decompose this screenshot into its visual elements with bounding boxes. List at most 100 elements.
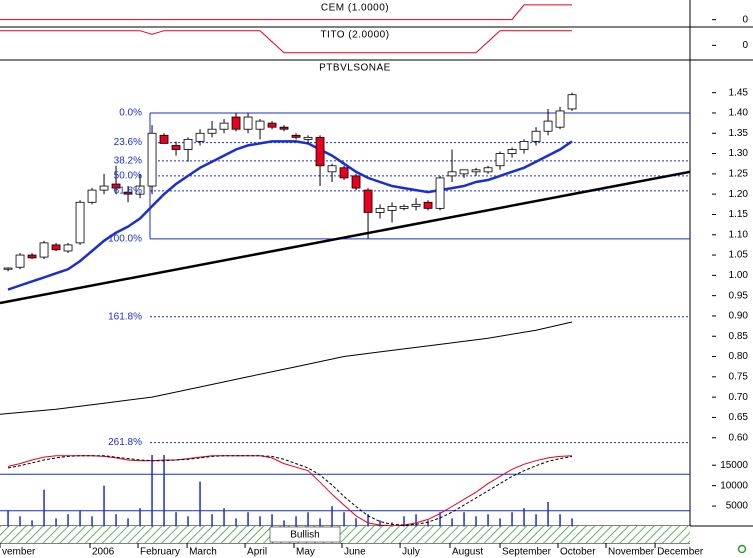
candle-body <box>423 201 433 209</box>
candle-body <box>483 167 493 173</box>
y-tick-label: 0.95 <box>729 290 749 301</box>
candle-body <box>195 132 205 142</box>
y-tick-label: 0.70 <box>729 392 749 403</box>
candle-body <box>387 205 397 211</box>
y-tick-label: 0.85 <box>729 331 749 342</box>
candle-body <box>27 254 37 259</box>
x-tick-label: vember <box>2 547 36 558</box>
candle-body <box>435 177 445 209</box>
candle-body <box>351 175 361 189</box>
panel <box>0 30 572 54</box>
candle-body <box>171 145 181 150</box>
x-tick-label: September <box>502 547 552 558</box>
fib-label: 161.8% <box>108 311 142 322</box>
candle-body <box>315 136 325 167</box>
line-series <box>0 321 573 415</box>
candle-body <box>111 183 121 189</box>
fib-label: 38.2% <box>114 156 142 167</box>
y-tick-label: 1.05 <box>729 250 749 261</box>
candle-body <box>459 169 469 175</box>
y-tick-label: 1.35 <box>729 128 749 139</box>
y-tick-label: 0.60 <box>729 432 749 443</box>
y-tick-label: 0 <box>742 14 748 25</box>
signal-label: Bullish <box>290 530 319 541</box>
candle-body <box>375 207 385 213</box>
x-tick-label: February <box>140 547 180 558</box>
candle-body <box>15 254 25 268</box>
y-tick-label: 1.45 <box>729 87 749 98</box>
candle-body <box>327 165 337 173</box>
x-tick-label: April <box>247 547 267 558</box>
fib-label: 50.0% <box>114 171 142 182</box>
candle-body <box>507 149 517 154</box>
signal-box <box>269 526 341 543</box>
y-tick-label: 1.00 <box>729 270 749 281</box>
y-tick-label: 1.30 <box>729 148 749 159</box>
line-series <box>7 455 573 526</box>
panel <box>0 455 690 527</box>
candle-body <box>207 128 217 134</box>
x-tick-label: October <box>560 547 596 558</box>
candle-body <box>183 138 193 150</box>
candle-body <box>279 126 289 130</box>
fib-label: 23.6% <box>114 137 142 148</box>
y-tick-label: 1.25 <box>729 169 749 180</box>
candle-body <box>75 201 85 244</box>
candle-body <box>543 120 553 132</box>
candle-body <box>243 116 253 130</box>
y-tick-label: 0.90 <box>729 311 749 322</box>
candle-body <box>471 169 481 173</box>
status-icon <box>737 544 747 554</box>
candle-body <box>99 185 109 191</box>
line-series <box>0 170 690 305</box>
candle-body <box>147 132 157 187</box>
candle-body <box>447 171 457 177</box>
y-tick-label: 15000 <box>720 460 748 471</box>
candle-body <box>3 267 13 270</box>
candle-body <box>495 153 505 167</box>
panel-title: TITO (2.0000) <box>320 30 389 41</box>
candle-body <box>219 122 229 130</box>
plot: PTBVLSONAE 1.45 1.40 1.35 1.30 1.25 1.20 1.15 1.… <box>0 3 748 558</box>
x-tick-label: November <box>608 547 655 558</box>
x-tick-label: 2006 <box>92 547 115 558</box>
line-series <box>7 455 573 527</box>
fib-label: 261.8% <box>108 437 142 448</box>
y-tick-label: 0.80 <box>729 351 749 362</box>
y-tick-label: 1.40 <box>729 108 749 119</box>
candle-body <box>339 167 349 179</box>
x-tick-label: August <box>452 547 483 558</box>
candle-body <box>231 116 241 130</box>
candle-body <box>363 189 373 213</box>
y-tick-label: 0 <box>742 40 748 51</box>
y-tick-label: 1.20 <box>729 189 749 200</box>
y-tick-label: 0.75 <box>729 371 749 382</box>
x-tick-label: May <box>296 547 315 558</box>
candle-body <box>519 140 529 150</box>
candle-body <box>267 122 277 128</box>
candle-body <box>87 189 97 203</box>
panel-title: PTBVLSONAE <box>319 63 391 74</box>
panel <box>0 92 690 444</box>
candle-body <box>63 244 73 252</box>
y-tick-label: 0.65 <box>729 412 749 423</box>
candle-body <box>411 203 421 207</box>
candle-body <box>123 191 133 195</box>
signal-band <box>0 526 690 543</box>
y-tick-label: 1.10 <box>729 229 749 240</box>
x-tick-label: March <box>189 547 217 558</box>
candle-body <box>399 205 409 209</box>
candle-body <box>291 134 301 138</box>
candle-body <box>159 134 169 144</box>
candle-body <box>531 130 541 142</box>
x-tick-label: July <box>402 547 420 558</box>
line-series <box>0 4 572 21</box>
candle-body <box>39 242 49 258</box>
fib-label: 0.0% <box>119 108 142 119</box>
y-tick-label: 1.15 <box>729 209 749 220</box>
line-series <box>7 140 573 291</box>
y-tick-label: 5000 <box>726 501 749 512</box>
candle-body <box>555 110 565 128</box>
